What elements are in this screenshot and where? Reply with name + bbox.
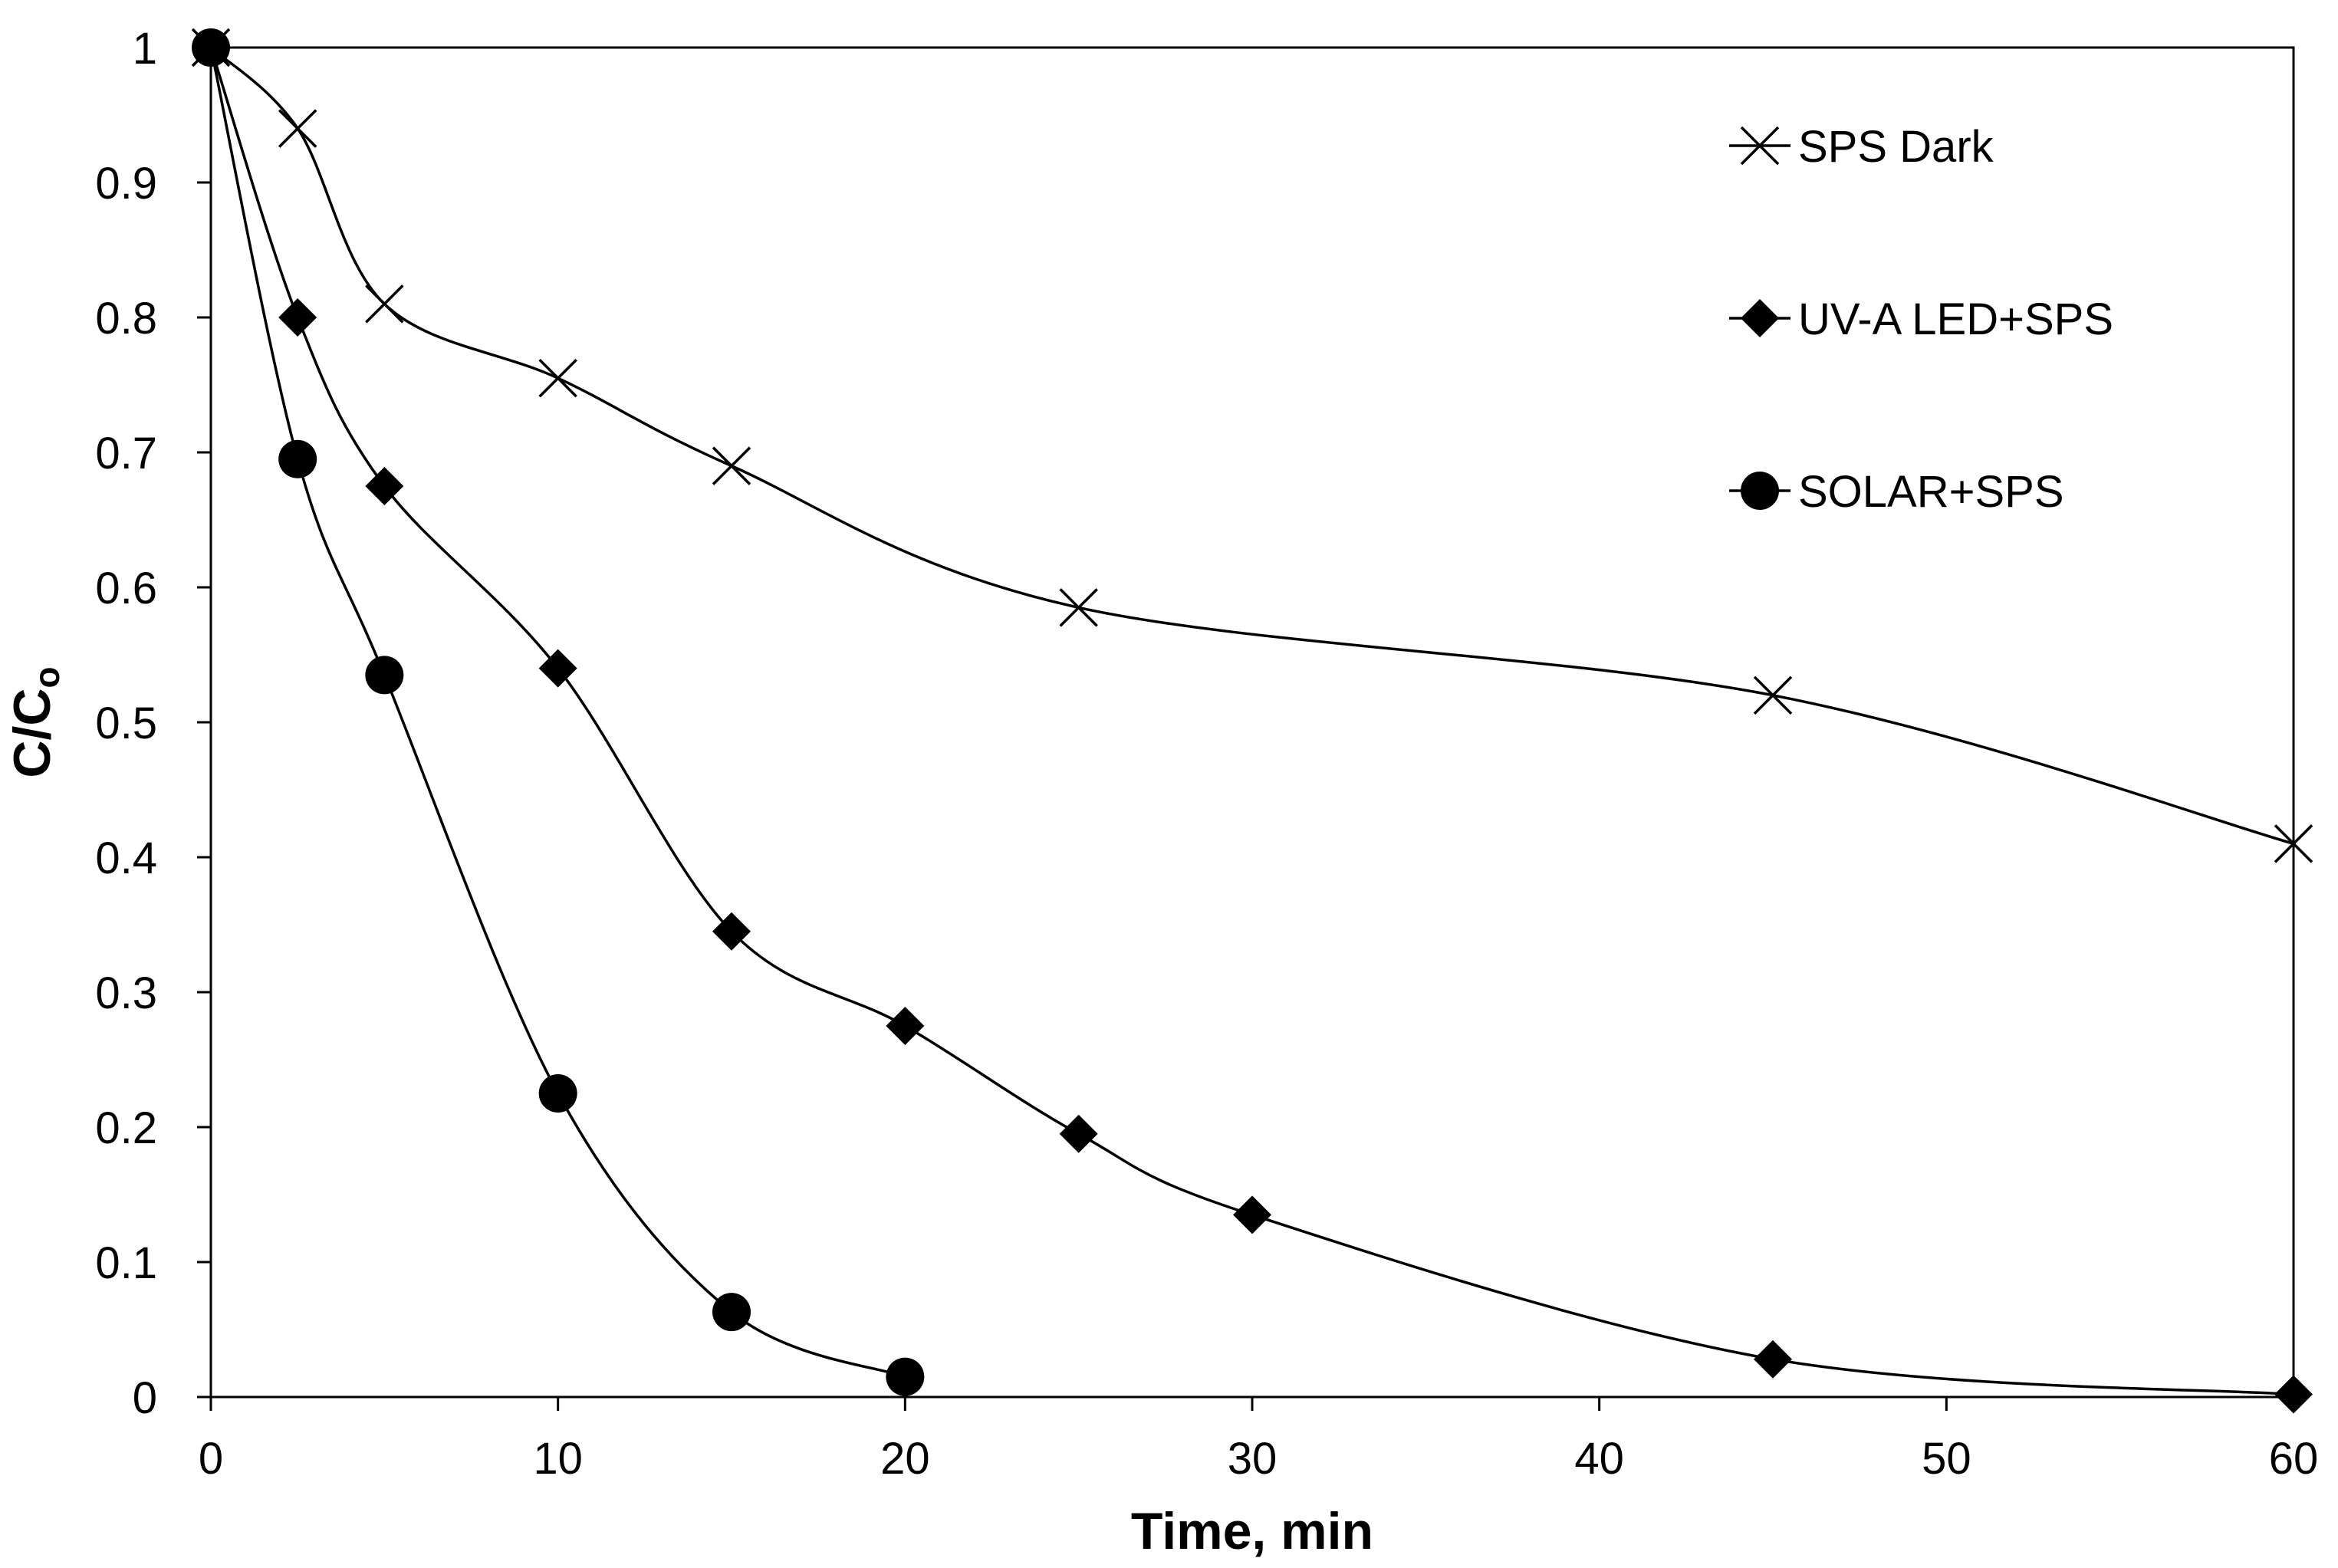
x-axis-title: Time, min (1131, 1502, 1373, 1560)
data-point (886, 1357, 925, 1396)
y-tick-label: 0.5 (95, 699, 157, 748)
y-tick-label: 0.2 (95, 1103, 157, 1153)
series-line (209, 47, 2294, 1396)
x-tick-label: 10 (533, 1434, 583, 1484)
y-axis-title-main: C/C (3, 689, 61, 778)
data-point (365, 656, 404, 695)
data-point (1059, 588, 1098, 627)
y-axis-ticks: 0 0.1 0.2 0.3 0.4 0.5 0.6 0.7 0.8 0.9 1 (95, 24, 211, 1423)
x-tick-label: 40 (1574, 1434, 1624, 1484)
y-tick-label: 0.6 (95, 564, 157, 613)
legend-label: UV-A LED+SPS (1798, 294, 2113, 344)
x-tick-label: 20 (880, 1434, 930, 1484)
legend-label: SPS Dark (1798, 122, 1994, 172)
data-point (538, 1074, 577, 1113)
data-point (886, 1007, 925, 1045)
data-point (2274, 1375, 2313, 1414)
data-point (365, 284, 404, 324)
data-point (538, 649, 577, 688)
x-tick-label: 30 (1228, 1434, 1278, 1484)
legend-item: SPS Dark (1729, 122, 1994, 172)
plot-area (209, 46, 2295, 1399)
legend: SPS Dark UV-A LED+SPS SOLAR+SPS (1729, 122, 2113, 517)
data-point (1059, 1114, 1098, 1153)
data-point (192, 28, 230, 67)
data-point (2274, 824, 2313, 863)
data-point (712, 1293, 751, 1332)
y-tick-label: 0.9 (95, 159, 157, 209)
y-tick-label: 0.4 (95, 833, 157, 883)
data-point (1754, 1340, 1792, 1379)
data-point (538, 358, 577, 398)
legend-item: UV-A LED+SPS (1729, 294, 2113, 344)
x-tick-label: 60 (2269, 1434, 2319, 1484)
y-tick-label: 1 (133, 24, 157, 74)
y-tick-label: 0.7 (95, 429, 157, 478)
data-point (1233, 1195, 1271, 1234)
data-point (365, 467, 404, 505)
data-point (712, 912, 751, 951)
y-axis-title-subscript: o (27, 666, 67, 688)
y-tick-label: 0.1 (95, 1238, 157, 1288)
series-3 (192, 28, 925, 1396)
y-tick-label: 0.3 (95, 968, 157, 1018)
x-tick-label: 50 (1922, 1434, 1971, 1484)
series-2 (192, 28, 2313, 1414)
x-axis-ticks: 0 10 20 30 40 50 60 (199, 1397, 2318, 1484)
legend-marker (1740, 126, 1780, 166)
legend-marker (1741, 299, 1779, 337)
series-line (209, 46, 2294, 846)
data-point (712, 446, 751, 485)
legend-marker (1741, 472, 1779, 510)
y-axis-title: C/Co (3, 666, 67, 777)
series-1 (191, 28, 2313, 863)
data-point (1753, 676, 1793, 715)
data-point (278, 109, 317, 148)
series-layer (191, 28, 2313, 1414)
x-tick-label: 0 (199, 1434, 223, 1484)
legend-label: SOLAR+SPS (1798, 467, 2064, 517)
data-point (278, 439, 317, 478)
legend-item: SOLAR+SPS (1729, 467, 2064, 517)
y-tick-label: 0.8 (95, 294, 157, 344)
data-point (278, 298, 317, 337)
y-tick-label: 0 (133, 1373, 157, 1423)
